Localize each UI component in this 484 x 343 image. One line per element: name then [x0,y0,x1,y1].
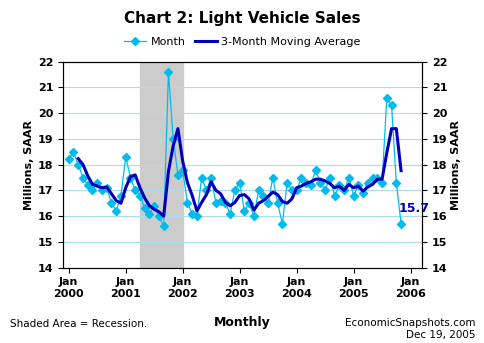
3-Month Moving Average [270,190,275,194]
Text: Monthly: Monthly [213,316,271,329]
Month [66,157,72,162]
Y-axis label: Millions, SAAR: Millions, SAAR [451,120,460,210]
Month [161,224,166,228]
Y-axis label: Millions, SAAR: Millions, SAAR [24,120,33,210]
Month [165,70,171,74]
Line: 3-Month Moving Average: 3-Month Moving Average [78,129,400,216]
3-Month Moving Average [137,186,143,190]
Line: Month: Month [66,69,403,229]
3-Month Moving Average [393,127,398,131]
Month [236,181,242,185]
Title: Chart 2: Light Vehicle Sales: Chart 2: Light Vehicle Sales [124,11,360,26]
Month [388,103,393,107]
3-Month Moving Average [99,186,105,190]
3-Month Moving Average [331,186,337,190]
Bar [140,62,182,268]
3-Month Moving Average [127,175,133,179]
Month [397,222,403,226]
3-Month Moving Average [175,127,181,131]
Month [113,209,119,213]
3-Month Moving Average [161,214,166,218]
Month [374,176,379,180]
Month [274,201,280,205]
3-Month Moving Average [75,156,81,161]
Month [75,163,81,167]
3-Month Moving Average [397,169,403,173]
Text: 15.7: 15.7 [397,202,428,215]
Legend: Month, 3-Month Moving Average: Month, 3-Month Moving Average [120,32,364,51]
Text: EconomicSnapshots.com
Dec 19, 2005: EconomicSnapshots.com Dec 19, 2005 [344,318,474,340]
Text: Shaded Area = Recession.: Shaded Area = Recession. [10,319,147,329]
